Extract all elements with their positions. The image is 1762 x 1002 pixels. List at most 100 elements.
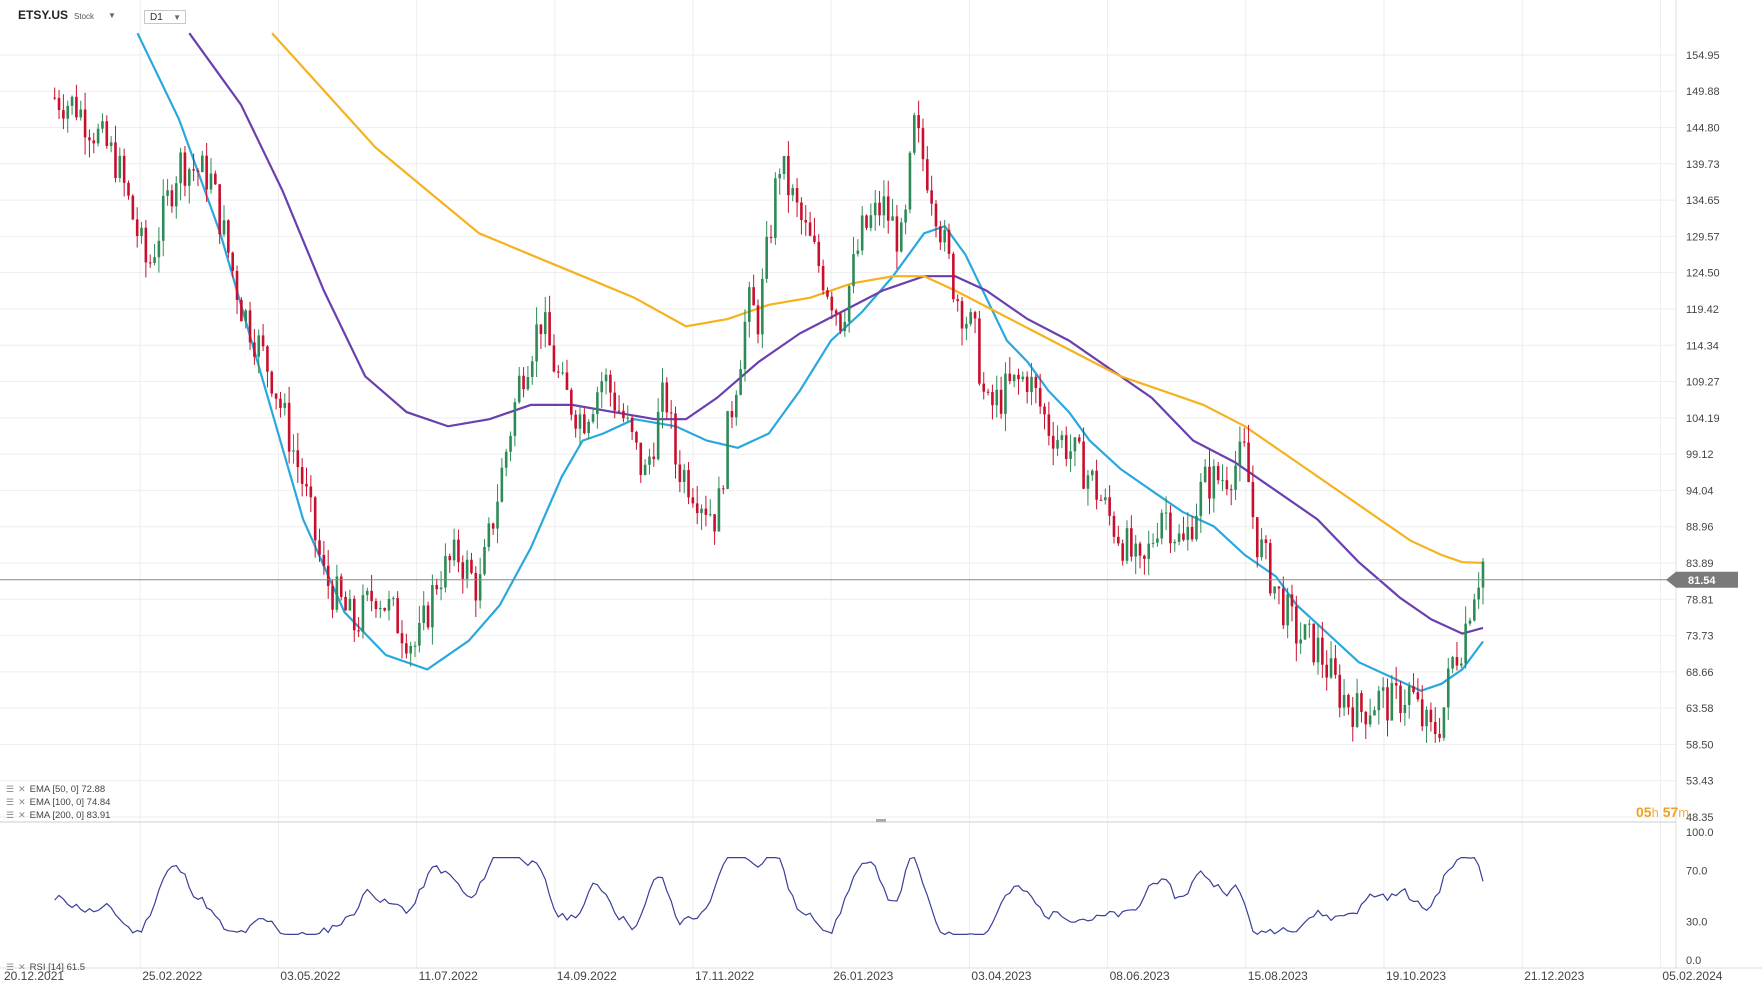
close-icon[interactable]: ✕: [18, 797, 26, 807]
candle-body: [578, 414, 582, 429]
candle-body: [62, 110, 65, 119]
candle-body: [1238, 441, 1242, 466]
candle-body: [474, 572, 478, 601]
candle-body: [240, 299, 243, 322]
candle-body: [930, 190, 933, 204]
candle-body: [179, 152, 182, 184]
candle-body: [600, 381, 604, 393]
candle-body: [205, 155, 208, 190]
candle-body: [856, 250, 860, 254]
candle-body: [808, 222, 812, 236]
candle-body: [1203, 466, 1207, 482]
candle-body: [622, 410, 625, 419]
candle-body: [947, 229, 951, 254]
candle-body: [270, 371, 274, 394]
ema-line-50: [136, 32, 1484, 692]
candle-body: [1056, 440, 1059, 449]
candle-body: [899, 222, 903, 252]
candle-body: [1229, 489, 1233, 491]
legend-rsi-label: RSI [14] 61.5: [29, 962, 86, 973]
close-icon[interactable]: ✕: [18, 784, 26, 794]
candle-body: [305, 483, 308, 487]
candle-body: [331, 585, 334, 610]
legend-ema100: ☰ ✕ EMA [100, 0] 74.84: [6, 797, 110, 808]
candle-body: [413, 645, 417, 647]
panel-resize-handle: [876, 819, 886, 822]
candle-body: [613, 392, 617, 411]
candle-body: [461, 562, 465, 579]
chevron-down-icon[interactable]: ▼: [173, 12, 181, 22]
candle-body: [1130, 528, 1133, 557]
candle-body: [1008, 373, 1012, 382]
candle-body: [1355, 693, 1359, 727]
candle-body: [661, 382, 664, 412]
candle-body: [1360, 693, 1363, 712]
candle-body: [1420, 699, 1424, 727]
y-tick-label: 104.19: [1686, 413, 1720, 425]
candle-body: [1334, 658, 1337, 675]
x-tick-label: 03.05.2022: [280, 969, 340, 983]
grid-lines: [0, 0, 1762, 969]
y-tick-label: 114.34: [1686, 340, 1719, 352]
candle-body: [192, 169, 195, 171]
candle-body: [170, 190, 174, 207]
y-tick-label: 124.50: [1686, 268, 1720, 280]
candle-body: [817, 241, 821, 266]
x-tick-label: 21.12.2023: [1524, 969, 1584, 983]
candle-body: [470, 559, 473, 573]
candle-body: [1017, 374, 1020, 380]
candle-body: [804, 220, 808, 223]
candle-body: [795, 188, 799, 203]
close-icon[interactable]: ✕: [18, 810, 26, 820]
candle-body: [1225, 480, 1229, 490]
settings-icon[interactable]: ☰: [6, 797, 15, 807]
candle-body: [109, 142, 113, 147]
settings-icon[interactable]: ☰: [6, 784, 15, 794]
rsi-line: [54, 856, 1484, 936]
candle-body: [1312, 623, 1315, 663]
candle-body: [700, 508, 703, 514]
candle-body: [1477, 587, 1480, 600]
candle-body: [248, 310, 252, 343]
candle-body: [348, 598, 352, 611]
candle-body: [409, 645, 412, 654]
candle-body: [1164, 512, 1168, 514]
close-icon[interactable]: ✕: [18, 962, 26, 972]
candle-body: [891, 216, 894, 221]
candle-body: [513, 402, 517, 436]
candle-body: [457, 539, 460, 563]
candle-body: [539, 324, 543, 335]
x-tick-label: 11.07.2022: [419, 969, 478, 983]
candle-body: [222, 220, 226, 235]
x-tick-label: 15.08.2023: [1248, 969, 1308, 983]
candle-body: [1368, 715, 1372, 725]
candle-body: [122, 155, 126, 183]
candle-body: [952, 253, 955, 300]
ema-line-100: [188, 32, 1484, 635]
symbol-dropdown-icon[interactable]: ▼: [108, 10, 116, 20]
candle-body: [960, 301, 964, 329]
candle-body: [500, 467, 504, 502]
candle-body: [583, 414, 586, 434]
settings-icon[interactable]: ☰: [6, 962, 15, 972]
candle-body: [978, 318, 981, 384]
candle-body: [1199, 481, 1203, 516]
candle-body: [1342, 694, 1346, 708]
candle-body: [1377, 690, 1381, 711]
candle-body: [66, 105, 70, 119]
axes: 154.95 149.88 144.80 139.73 134.65 129.57 124.…: [0, 50, 1738, 983]
timeframe-select[interactable]: D1 ▼: [144, 10, 186, 24]
candle-body: [140, 227, 143, 237]
candle-body: [912, 115, 916, 153]
y-tick-label: 134.65: [1686, 195, 1720, 207]
symbol-name[interactable]: ETSY.US: [18, 8, 69, 22]
candle-body: [1433, 721, 1437, 734]
settings-icon[interactable]: ☰: [6, 810, 15, 820]
candle-body: [1104, 497, 1107, 501]
ema-lines: [136, 32, 1484, 692]
symbol-type: Stock: [74, 12, 95, 21]
y-tick-label: 48.35: [1686, 812, 1714, 824]
y-tick-label: 58.50: [1686, 739, 1714, 751]
candle-body: [1004, 373, 1007, 414]
